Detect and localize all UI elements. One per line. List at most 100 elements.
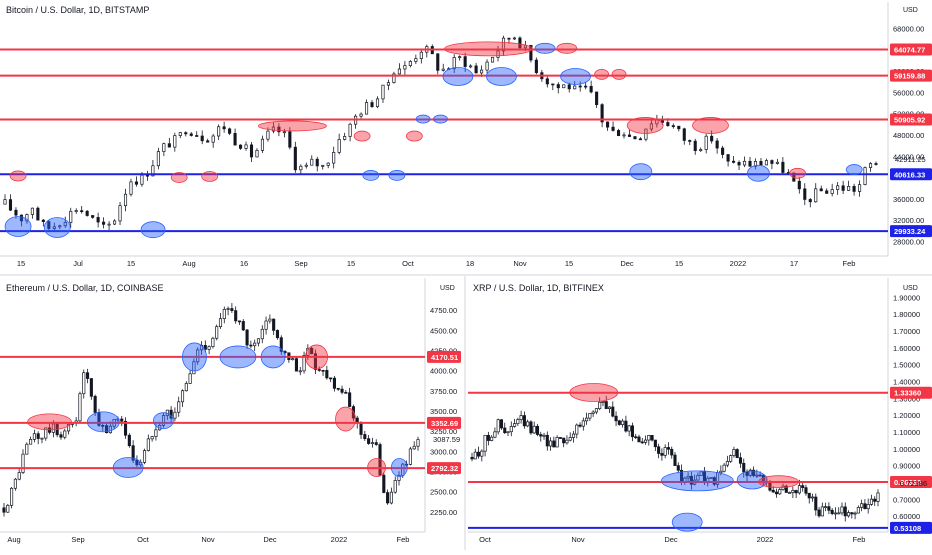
xrp-candle-body bbox=[588, 413, 592, 419]
eth-candle-body bbox=[51, 423, 55, 433]
xrp-candle-body bbox=[552, 440, 556, 448]
xrp-candle-body bbox=[483, 434, 487, 452]
eth-candle-body bbox=[67, 424, 71, 432]
eth-candle-body bbox=[408, 448, 412, 465]
eth-candle-body bbox=[359, 422, 363, 435]
btc-x-tick-label: 15 bbox=[565, 259, 573, 268]
eth-y-tick-label: 3250.00 bbox=[430, 427, 457, 436]
btc-x-tick-label: 15 bbox=[347, 259, 355, 268]
eth-x-tick-label: Aug bbox=[7, 535, 20, 544]
xrp-candle-body bbox=[607, 406, 612, 409]
eth-candle-body bbox=[245, 329, 249, 346]
btc-highlight-zone bbox=[140, 221, 166, 239]
btc-candle-body bbox=[91, 215, 95, 218]
eth-candle-body bbox=[192, 361, 196, 375]
xrp-candle-body bbox=[496, 419, 500, 433]
btc-candle-body bbox=[868, 163, 873, 168]
btc-highlight-zone bbox=[9, 170, 27, 182]
btc-candle-body bbox=[595, 91, 599, 105]
xrp-candle-body bbox=[549, 440, 553, 447]
btc-highlight-zone bbox=[433, 114, 448, 124]
xrp-candle-body bbox=[873, 498, 877, 502]
btc-candle-body bbox=[315, 158, 319, 167]
xrp-candle-body bbox=[480, 450, 484, 457]
eth-candle-body bbox=[32, 433, 36, 440]
btc-candle-body bbox=[140, 174, 144, 185]
btc-candle-body bbox=[452, 57, 456, 70]
btc-candle-body bbox=[8, 199, 13, 211]
eth-candle-body bbox=[101, 425, 105, 427]
btc-candle-body bbox=[644, 128, 648, 140]
eth-candle-body bbox=[218, 318, 223, 328]
xrp-candle-body bbox=[562, 437, 566, 444]
btc-candle-body bbox=[578, 85, 582, 88]
btc-candle-body bbox=[759, 161, 763, 166]
xrp-candle-body bbox=[771, 489, 775, 493]
eth-highlight-zone bbox=[367, 458, 387, 477]
xrp-candle-body bbox=[738, 457, 743, 464]
btc-y-tick-label: 44000.00 bbox=[893, 152, 924, 161]
eth-highlight-zone bbox=[182, 342, 207, 372]
eth-candle-body bbox=[154, 429, 158, 437]
xrp-candle-body bbox=[571, 433, 576, 438]
eth-y-tick-label: 3750.00 bbox=[430, 387, 457, 396]
xrp-y-tick-label: 1.30000 bbox=[893, 394, 920, 403]
xrp-candle-body bbox=[513, 423, 517, 427]
eth-candle-body bbox=[203, 344, 207, 350]
xrp-x-tick-label: Oct bbox=[479, 535, 492, 544]
eth-candle-body bbox=[363, 434, 367, 440]
eth-candle-body bbox=[386, 492, 390, 504]
xrp-y-tick-label: 1.00000 bbox=[893, 445, 920, 454]
btc-candle-body bbox=[228, 128, 232, 134]
xrp-chart-title: XRP / U.S. Dollar, 1D, BITFINEX bbox=[473, 283, 604, 293]
xrp-candle-body bbox=[516, 419, 520, 425]
xrp-candle-body bbox=[856, 507, 860, 514]
eth-y-tick-label: 4500.00 bbox=[430, 326, 457, 335]
eth-candle-body bbox=[370, 442, 374, 444]
btc-candle-body bbox=[244, 144, 248, 149]
btc-x-tick-label: Feb bbox=[843, 259, 856, 268]
xrp-candle-body bbox=[735, 449, 739, 459]
eth-candle-body bbox=[127, 434, 131, 447]
btc-candle-body bbox=[797, 180, 801, 190]
xrp-candle-body bbox=[670, 448, 674, 456]
btc-candle-body bbox=[573, 85, 577, 90]
btc-candle-body bbox=[721, 147, 725, 155]
btc-candle-body bbox=[239, 144, 243, 149]
btc-panel: 68000.0064000.0060000.0056000.0052000.00… bbox=[0, 2, 932, 268]
btc-candle-body bbox=[217, 126, 221, 137]
eth-x-tick-label: Nov bbox=[201, 535, 215, 544]
btc-candle-body bbox=[249, 144, 254, 158]
xrp-candle-body bbox=[778, 489, 782, 495]
eth-candle-body bbox=[416, 439, 420, 447]
btc-candle-body bbox=[803, 188, 807, 200]
btc-highlight-zone bbox=[201, 171, 219, 182]
btc-x-tick-label: Dec bbox=[620, 259, 634, 268]
btc-candle-body bbox=[195, 135, 199, 137]
xrp-level-badge-text: 1.33360 bbox=[894, 389, 921, 398]
xrp-currency-label: USD bbox=[903, 285, 918, 292]
eth-candle-body bbox=[389, 491, 393, 504]
xrp-candle-body bbox=[729, 455, 733, 462]
eth-candle-body bbox=[279, 337, 283, 352]
xrp-level-badge-text: 0.53108 bbox=[894, 524, 921, 533]
btc-candle-body bbox=[584, 85, 588, 88]
eth-candle-body bbox=[2, 507, 6, 513]
eth-x-tick-label: Feb bbox=[397, 535, 410, 544]
btc-x-tick-label: 15 bbox=[127, 259, 135, 268]
btc-candle-body bbox=[304, 164, 308, 167]
eth-candle-body bbox=[256, 338, 261, 344]
xrp-candle-body bbox=[663, 447, 667, 456]
btc-candle-body bbox=[501, 37, 506, 52]
xrp-candle-body bbox=[565, 439, 569, 444]
xrp-candle-body bbox=[542, 434, 546, 437]
btc-candle-body bbox=[819, 188, 823, 192]
eth-candle-body bbox=[17, 472, 21, 480]
xrp-candle-body bbox=[624, 420, 628, 432]
btc-candle-body bbox=[518, 37, 522, 49]
xrp-candle-body bbox=[470, 456, 474, 460]
eth-x-tick-label: Dec bbox=[263, 535, 277, 544]
btc-candle-body bbox=[458, 56, 462, 58]
eth-candle-body bbox=[29, 439, 33, 445]
xrp-candle-body bbox=[640, 441, 644, 444]
